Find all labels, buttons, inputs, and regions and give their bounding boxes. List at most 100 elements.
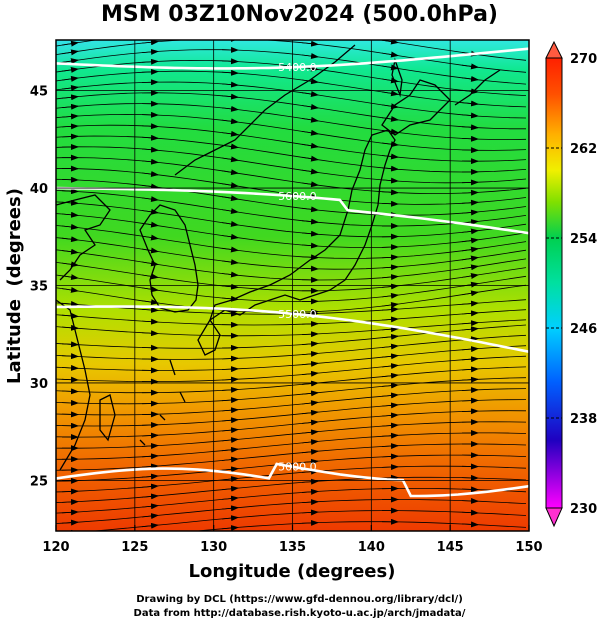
wind-arrow	[381, 422, 399, 429]
wind-arrow	[221, 105, 239, 112]
streamline	[56, 454, 527, 482]
streamline	[56, 432, 527, 460]
wind-arrow	[141, 234, 159, 241]
wind-arrow	[61, 123, 79, 130]
wind-arrow	[381, 200, 399, 207]
wind-arrow	[302, 31, 318, 32]
plot-frame	[55, 39, 530, 532]
wind-arrow	[301, 488, 319, 495]
wind-arrow	[461, 521, 479, 528]
wind-arrow	[461, 376, 479, 383]
wind-arrow	[141, 134, 159, 141]
wind-arrow	[221, 69, 239, 76]
lat-tick-label: 35	[30, 280, 48, 295]
wind-arrow	[221, 505, 239, 512]
wind-arrow	[301, 142, 319, 149]
wind-arrow	[221, 456, 239, 463]
wind-arrow	[381, 353, 399, 360]
wind-arrow	[381, 333, 399, 340]
wind-arrow	[141, 260, 159, 267]
wind-arrow	[141, 522, 159, 529]
streamline	[56, 324, 527, 349]
wind-arrow	[141, 299, 159, 306]
wind-arrow	[461, 100, 479, 107]
wind-arrow	[301, 360, 319, 367]
wind-arrow	[141, 68, 159, 75]
wind-arrow	[221, 427, 239, 434]
streamline	[56, 249, 527, 281]
wind-arrow	[141, 208, 159, 215]
x-axis-label: Longitude (degrees)	[189, 561, 396, 582]
wind-arrow	[381, 343, 399, 350]
colorbar: 270 262 254 246 238 230	[545, 40, 597, 528]
wind-arrow	[381, 372, 399, 379]
wind-arrow	[221, 271, 239, 278]
lat-tick-labels: 25 30 35 40 45	[30, 85, 48, 490]
streamline	[56, 135, 527, 173]
wind-arrow	[61, 49, 79, 56]
wind-arrow	[461, 290, 479, 297]
wind-arrow	[301, 519, 319, 526]
wind-arrow	[221, 366, 239, 373]
y-axis-label: Latitude (degrees)	[4, 188, 25, 384]
wind-arrow	[141, 286, 159, 293]
colorbar-tick-label: 230	[570, 502, 597, 517]
wind-arrow	[381, 77, 399, 84]
wind-arrow	[221, 81, 239, 88]
wind-arrow	[141, 48, 159, 55]
wind-arrow	[141, 247, 159, 254]
streamline	[56, 213, 527, 249]
wind-arrow	[381, 402, 399, 409]
lon-tick-label: 130	[200, 540, 227, 555]
wind-arrow	[141, 453, 159, 460]
wind-arrow	[301, 181, 319, 188]
wind-arrow	[221, 515, 239, 522]
wind-arrow	[381, 306, 399, 313]
wind-arrow	[61, 75, 79, 82]
wind-arrow	[141, 513, 159, 520]
cold-pool	[56, 40, 166, 85]
wind-arrow	[381, 64, 399, 71]
wind-arrow	[381, 244, 399, 251]
wind-arrow	[221, 476, 239, 483]
wind-arrow	[461, 199, 479, 206]
wind-arrow	[301, 340, 319, 347]
streamline	[56, 399, 527, 427]
wind-arrow	[221, 283, 239, 290]
wind-arrow	[141, 330, 159, 337]
wind-arrow	[141, 306, 159, 313]
streamline	[89, 510, 527, 531]
wind-arrow	[301, 168, 319, 175]
wind-arrow	[381, 254, 399, 261]
wind-arrow	[142, 32, 158, 34]
lon-tick-label: 150	[515, 540, 542, 555]
wind-arrow	[461, 209, 479, 216]
map-title: MSM 03Z10Nov2024 (500.0hPa)	[101, 2, 498, 27]
wind-arrow	[381, 153, 399, 160]
wind-arrow	[61, 188, 79, 195]
wind-arrow	[381, 302, 399, 308]
wind-arrow	[381, 392, 399, 399]
coastlines	[56, 44, 501, 471]
wind-arrow	[461, 387, 479, 394]
wind-arrow	[301, 155, 319, 162]
wind-arrow	[141, 123, 159, 130]
wind-arrow	[141, 463, 159, 470]
wind-arrow	[301, 509, 319, 516]
wind-arrow	[301, 478, 319, 485]
streamline	[56, 465, 527, 493]
wind-arrow	[381, 432, 399, 439]
wind-arrow	[61, 353, 79, 360]
wind-arrow	[461, 497, 479, 504]
wind-arrow	[301, 40, 319, 47]
wind-arrow	[381, 177, 399, 184]
lon-tick-label: 125	[121, 540, 148, 555]
wind-arrow	[61, 66, 79, 73]
wind-arrow	[461, 63, 479, 70]
colorbar-tick-label: 254	[570, 232, 597, 247]
wind-arrow	[61, 113, 79, 120]
wind-arrow	[301, 320, 319, 327]
colorbar-tick-label: 270	[570, 52, 597, 67]
wind-arrow	[381, 382, 399, 389]
